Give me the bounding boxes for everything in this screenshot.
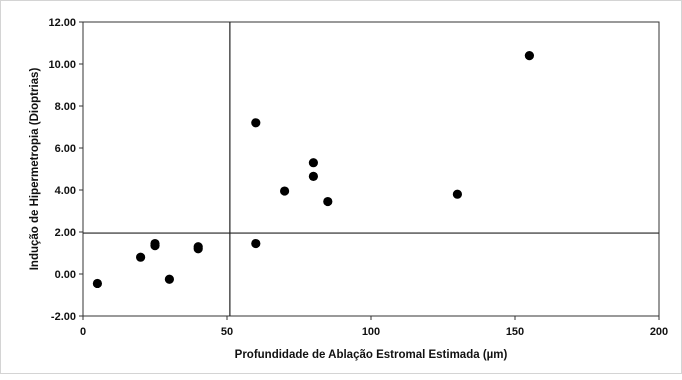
data-point [150, 241, 160, 251]
x-tick-label: 50 [221, 326, 233, 338]
data-point [308, 171, 318, 181]
x-tick-label: 200 [650, 326, 668, 338]
x-axis: 0 50 100 150 200 [80, 316, 668, 338]
data-point [251, 118, 261, 128]
x-tick-label: 0 [80, 326, 86, 338]
y-axis-title: Indução de Hipermetropia (Dioptrias) [29, 68, 41, 271]
data-point [136, 252, 146, 262]
data-point [308, 158, 318, 168]
x-tick-label: 100 [362, 326, 380, 338]
plot-area [82, 21, 660, 317]
data-point [92, 278, 102, 289]
y-tick-label: 6.00 [55, 143, 76, 155]
x-axis-title: Profundidade de Ablação Estromal Estimad… [235, 349, 508, 361]
data-point [280, 186, 290, 196]
y-tick-label: 4.00 [55, 185, 76, 197]
data-points [92, 51, 535, 289]
y-tick-label: -2.00 [51, 311, 76, 323]
data-point [524, 51, 535, 61]
data-point [164, 274, 174, 284]
data-point [193, 244, 203, 254]
y-tick-label: 2.00 [55, 227, 76, 239]
y-tick-label: 8.00 [55, 101, 76, 113]
data-point [251, 238, 261, 249]
reference-lines [83, 22, 659, 316]
data-point [323, 196, 333, 207]
y-axis: -2.00 0.00 2.00 4.00 6.00 8.00 10.00 12.00 [48, 17, 83, 323]
y-tick-label: 12.00 [48, 17, 76, 29]
data-point [452, 189, 462, 199]
x-tick-label: 150 [506, 326, 524, 338]
y-tick-label: 0.00 [55, 269, 76, 281]
y-tick-label: 10.00 [48, 59, 76, 71]
